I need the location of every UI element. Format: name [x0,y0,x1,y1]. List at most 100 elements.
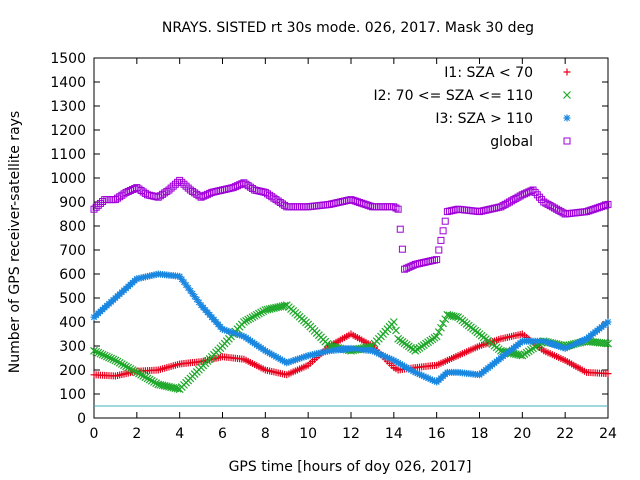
data-point [278,356,286,364]
data-point [510,196,518,204]
data-point [141,373,150,382]
data-point [540,337,548,345]
data-point [377,351,385,359]
data-point [287,357,295,365]
data-point [604,370,612,378]
data-point [553,205,561,213]
data-point [435,246,443,254]
data-point [242,316,250,325]
data-point [424,374,432,382]
data-point [546,339,554,347]
data-point [548,340,556,348]
data-point [439,319,448,328]
data-point [604,200,612,208]
x-tick-label: 14 [385,426,403,442]
data-point [553,342,561,350]
data-point [568,342,576,350]
data-point [563,91,571,99]
y-tick-label: 700 [59,243,86,259]
series-3 [90,176,612,273]
data-point [244,315,253,324]
data-point [426,375,434,383]
data-point [291,356,299,364]
data-point [167,184,175,192]
data-point [90,346,98,355]
data-point [434,328,443,337]
data-point [293,355,301,363]
data-point [413,369,421,377]
data-point [92,203,100,211]
data-point [368,347,376,355]
data-point [396,360,404,368]
data-point [147,376,156,385]
y-tick-label: 1500 [50,51,86,67]
data-point [431,377,439,385]
y-tick-label: 400 [59,315,86,331]
data-point [143,374,152,383]
data-point [512,194,520,202]
data-point [263,348,271,356]
data-point [559,344,567,352]
data-point [233,330,241,338]
data-point [555,206,563,214]
x-tick-label: 8 [261,426,270,442]
data-point [544,200,552,208]
data-point [389,318,398,326]
y-tick-label: 1400 [50,75,86,91]
data-point [563,137,571,145]
data-point [401,362,409,370]
data-point [572,340,580,348]
data-point [529,186,537,194]
data-point [441,217,449,225]
data-point [602,201,610,209]
data-point [497,203,505,211]
x-tick-label: 20 [513,426,531,442]
data-point [259,307,268,316]
data-point [420,372,428,380]
legend-label: I3: SZA > 110 [435,111,533,127]
data-point [276,355,284,363]
data-point [538,196,546,204]
data-point [563,114,571,122]
legend-label: I2: 70 <= SZA <= 110 [373,88,533,104]
y-tick-label: 300 [59,339,86,355]
data-point [115,358,124,367]
data-point [550,204,558,212]
data-point [94,348,103,357]
data-point [96,199,104,207]
data-point [563,68,571,76]
data-point [300,353,308,361]
data-point [124,363,133,372]
y-tick-label: 600 [59,267,86,283]
data-point [219,325,226,333]
data-point [394,359,402,367]
y-tick-label: 200 [59,363,86,379]
data-point [604,318,612,326]
y-tick-label: 1300 [50,99,86,115]
data-point [428,376,436,384]
data-point [396,225,404,233]
data-point [285,358,293,366]
data-point [418,371,426,379]
data-point [231,330,239,338]
data-point [437,323,445,332]
data-point [113,357,122,366]
data-point [139,372,148,380]
data-point [550,341,558,349]
data-point [535,193,543,201]
data-point [272,353,280,361]
data-point [563,343,571,351]
data-point [94,201,102,209]
data-point [105,353,113,362]
data-point [576,338,584,346]
data-point [120,361,128,370]
data-point [152,379,161,388]
data-point [383,354,391,362]
data-point [257,308,265,317]
data-point [239,318,248,326]
data-point [381,353,389,361]
data-point [392,204,400,212]
data-point [557,343,565,351]
data-point [601,339,610,348]
x-tick-label: 4 [175,426,184,442]
